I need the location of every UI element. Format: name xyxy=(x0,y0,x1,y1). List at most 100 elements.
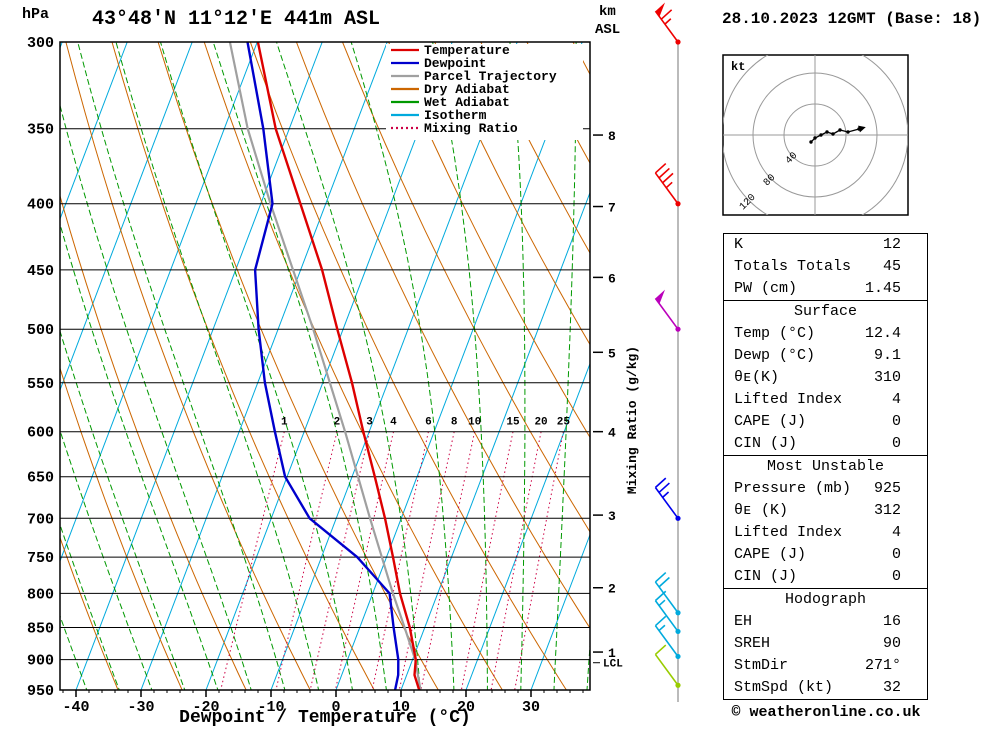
temperature-tick-label: 20 xyxy=(457,699,475,716)
pressure-tick-label: 700 xyxy=(27,511,54,528)
pressure-tick-label: 900 xyxy=(27,653,54,670)
stats-label: CAPE (J) xyxy=(734,413,807,430)
mixing-ratio-label: 8 xyxy=(451,417,458,429)
stats-row: CIN (J) 0 xyxy=(724,433,927,455)
curve-parcel-trajectory xyxy=(228,42,422,690)
stats-label: Totals Totals xyxy=(734,258,852,275)
stats-box-header: Surface xyxy=(793,303,857,320)
stats-row: CAPE (J) 0 xyxy=(724,544,927,566)
curve-temperature xyxy=(256,42,421,690)
stats-value: 1.45 xyxy=(864,280,901,297)
stats-value: 9.1 xyxy=(873,347,901,364)
stats-box-surface: Surface Temp (°C) 12.4 Dewp (°C) 9.1 θᴇ(K) 310… xyxy=(723,300,928,456)
pressure-tick-label: 950 xyxy=(27,683,54,700)
hodograph-unit-label: kt xyxy=(731,60,745,74)
mixing-ratio-label: 25 xyxy=(557,417,571,429)
stats-label: SREH xyxy=(734,635,771,652)
stats-value: 312 xyxy=(873,502,901,519)
mixing-ratio-label: 4 xyxy=(390,417,397,429)
km-tick-label: 7 xyxy=(608,201,616,216)
stats-row: Lifted Index 4 xyxy=(724,389,927,411)
plot-border xyxy=(59,41,591,691)
stats-label: K xyxy=(734,236,744,253)
km-tick-label: 3 xyxy=(608,509,616,524)
stats-value: 0 xyxy=(891,568,901,585)
stats-label: PW (cm) xyxy=(734,280,798,297)
stats-value: 12.4 xyxy=(864,325,901,342)
stats-row: Temp (°C) 12.4 xyxy=(724,323,927,345)
pressure-tick-label: 550 xyxy=(27,376,54,393)
stats-value: 4 xyxy=(891,391,901,408)
mixing-ratio-label: 15 xyxy=(506,417,520,429)
pressure-tick-label: 400 xyxy=(27,197,54,214)
stats-row: K 12 xyxy=(724,234,927,256)
stats-value: 0 xyxy=(891,435,901,452)
stats-value: 90 xyxy=(882,635,901,652)
stats-value: 16 xyxy=(882,613,901,630)
pressure-tick-label: 750 xyxy=(27,550,54,567)
km-tick-label: 4 xyxy=(608,426,616,441)
pressure-tick-label: 350 xyxy=(27,122,54,139)
pressure-tick-label: 650 xyxy=(27,470,54,487)
wind-barb xyxy=(654,571,681,616)
pressure-tick-label: 450 xyxy=(27,263,54,280)
stats-value: 45 xyxy=(882,258,901,275)
mixing-ratio-label: 1 xyxy=(281,417,288,429)
stats-label: Temp (°C) xyxy=(734,325,816,342)
temperature-axis-labels: -40 -30 -20 -10 0 10 20 30 xyxy=(62,690,584,716)
stats-row: Pressure (mb) 925 xyxy=(724,478,927,500)
sounding-curves xyxy=(228,42,422,690)
stats-value: 925 xyxy=(873,480,901,497)
stats-row: Totals Totals 45 xyxy=(724,256,927,278)
copyright: © weatheronline.co.uk xyxy=(731,704,921,721)
lcl-label: LCL xyxy=(603,659,623,671)
legend-label: Isotherm xyxy=(424,108,487,123)
legend-label: Dewpoint xyxy=(424,56,486,71)
stats-box-most-unstable: Most Unstable Pressure (mb) 925 θᴇ (K) 312 Li… xyxy=(723,455,928,589)
pressure-tick-label: 600 xyxy=(27,425,54,442)
wind-barb xyxy=(654,289,681,332)
stats-row: EH 16 xyxy=(724,611,927,633)
mixing-ratio-label: 10 xyxy=(468,417,481,429)
stats-box-header: Hodograph xyxy=(784,591,866,608)
pressure-tick-label: 850 xyxy=(27,620,54,637)
stats-box-indices: K 12 Totals Totals 45 PW (cm) 1.45 xyxy=(723,233,928,301)
stats-tables: K 12 Totals Totals 45 PW (cm) 1.45 Surface Temp… xyxy=(723,233,928,700)
wind-barb xyxy=(654,162,681,207)
pressure-axis-unit: hPa xyxy=(22,6,50,23)
legend-label: Dry Adiabat xyxy=(424,82,510,97)
temperature-tick-label: -20 xyxy=(192,699,219,716)
km-tick-label: 1 xyxy=(608,646,616,661)
stats-row: Lifted Index 4 xyxy=(724,522,927,544)
stats-value: 12 xyxy=(882,236,901,253)
stats-row: StmSpd (kt) 32 xyxy=(724,677,927,699)
stats-row: SREH 90 xyxy=(724,633,927,655)
mixing-ratio-group: 1 2 3 4 6 8 10 15 20 25 xyxy=(220,417,571,690)
pressure-tick-label: 500 xyxy=(27,322,54,339)
stats-label: θᴇ(K) xyxy=(734,369,780,386)
km-tick-label: 6 xyxy=(608,271,616,286)
stats-row: CAPE (J) 0 xyxy=(724,411,927,433)
stats-label: StmDir xyxy=(734,657,789,674)
temperature-tick-label: 0 xyxy=(331,699,340,716)
stats-row: θᴇ (K) 312 xyxy=(724,500,927,522)
stats-label: Dewp (°C) xyxy=(734,347,816,364)
wind-barb xyxy=(654,590,681,635)
stats-value: 4 xyxy=(891,524,901,541)
mixing-ratio-label: 20 xyxy=(534,417,547,429)
pressure-axis-labels: 300 350 400 450 500 550 600 650 700 750 800 850 900 9… xyxy=(27,35,54,700)
height-axis-unit: km xyxy=(599,4,616,20)
stats-row: CIN (J) 0 xyxy=(724,566,927,588)
stats-label: EH xyxy=(734,613,753,630)
wind-barb xyxy=(654,644,681,688)
pressure-tick-label: 800 xyxy=(27,586,54,603)
temperature-tick-label: 30 xyxy=(522,699,540,716)
stats-value: 310 xyxy=(873,369,901,386)
datetime-title: 28.10.2023 12GMT (Base: 18) xyxy=(722,10,982,28)
mixing-ratio-label: 2 xyxy=(334,417,341,429)
asl-label: ASL xyxy=(595,22,621,38)
stats-label: Lifted Index xyxy=(734,524,843,541)
